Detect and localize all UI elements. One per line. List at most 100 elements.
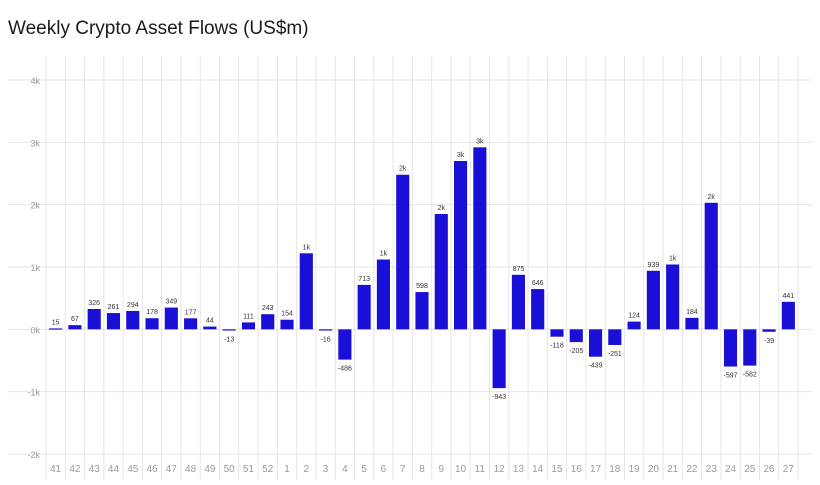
x-tick-label: 49: [204, 464, 216, 475]
x-tick-label: 45: [127, 464, 139, 475]
chart-title: Weekly Crypto Asset Flows (US$m): [8, 18, 309, 39]
x-tick-label: 4: [342, 464, 348, 475]
x-tick-label: 11: [475, 464, 486, 475]
y-tick-label: -2k: [27, 450, 40, 460]
x-tick-label: 9: [439, 464, 445, 475]
x-tick-label: 44: [108, 464, 120, 475]
x-tick-label: 50: [224, 464, 236, 475]
x-tick-label: 41: [50, 464, 62, 475]
data-label: 598: [416, 283, 428, 290]
x-tick-label: 52: [262, 464, 274, 475]
bar: [511, 274, 525, 330]
data-label: 44: [206, 318, 214, 325]
bar: [280, 319, 294, 330]
x-tick-label: 19: [629, 464, 641, 475]
data-label: 184: [686, 309, 698, 316]
data-label: 441: [783, 293, 795, 300]
x-tick-label: 24: [725, 464, 737, 475]
bar: [743, 329, 757, 366]
data-label: -943: [492, 394, 506, 401]
bar: [203, 326, 217, 330]
bar: [357, 284, 371, 330]
data-label: 1k: [380, 251, 388, 258]
x-tick-label: 5: [361, 464, 367, 475]
data-label: 939: [648, 262, 660, 269]
x-tick-label: 17: [590, 464, 602, 475]
data-label: 111: [243, 313, 254, 320]
bar: [222, 329, 236, 331]
data-label: 124: [628, 313, 640, 320]
bar-chart: -2k-1k0k1k2k3k4k154167423264326144294451…: [8, 56, 812, 480]
bar: [646, 270, 660, 330]
data-label: 2k: [438, 205, 446, 212]
data-label: 3k: [476, 138, 484, 145]
data-label: -597: [724, 373, 738, 380]
x-tick-label: 10: [455, 464, 467, 475]
bar: [454, 161, 468, 330]
x-tick-label: 13: [513, 464, 525, 475]
x-tick-label: 15: [551, 464, 563, 475]
data-label: -251: [608, 351, 622, 358]
bar: [685, 317, 699, 330]
bar: [434, 214, 448, 330]
x-tick-label: 48: [185, 464, 197, 475]
bar: [666, 264, 680, 330]
x-tick-label: 27: [783, 464, 795, 475]
data-label: 1k: [669, 256, 677, 263]
data-label: 243: [262, 305, 274, 312]
data-label: 713: [358, 276, 370, 283]
data-label: 3k: [457, 152, 465, 159]
bar: [184, 318, 198, 330]
bar: [781, 301, 795, 330]
data-label: 326: [88, 300, 100, 307]
x-tick-label: 1: [284, 464, 290, 475]
bar: [261, 314, 275, 330]
data-label: 349: [165, 299, 177, 306]
x-tick-label: 3: [323, 464, 329, 475]
y-tick-label: 0k: [30, 325, 40, 335]
bar: [396, 174, 410, 330]
x-tick-label: 6: [381, 464, 387, 475]
x-tick-label: 42: [69, 464, 81, 475]
bar: [87, 309, 101, 330]
x-tick-label: 51: [243, 464, 255, 475]
data-label: 15: [52, 319, 60, 326]
bar: [588, 329, 603, 357]
x-tick-label: 23: [706, 464, 718, 475]
data-label: 261: [108, 304, 120, 311]
data-label: -39: [764, 338, 774, 345]
y-tick-label: 1k: [30, 263, 40, 273]
y-tick-label: 2k: [30, 201, 40, 211]
bar: [49, 328, 63, 330]
bar: [106, 313, 121, 330]
bar: [569, 329, 583, 343]
bar: [473, 147, 487, 330]
x-tick-label: 22: [686, 464, 698, 475]
bar: [68, 325, 82, 330]
data-label: -118: [550, 343, 564, 350]
bar: [241, 322, 256, 330]
data-label: 2k: [708, 194, 716, 201]
data-label: -13: [224, 337, 234, 344]
bar: [319, 329, 333, 331]
data-label: -205: [569, 348, 583, 355]
bar: [126, 311, 140, 330]
bar: [164, 307, 178, 330]
bar: [608, 329, 622, 345]
bar: [550, 329, 564, 337]
x-tick-label: 46: [146, 464, 158, 475]
x-tick-label: 16: [571, 464, 583, 475]
bar: [704, 202, 718, 330]
chart-frame: -2k -1k 0k 1k 2k 3k 4k 15 41 67 42 326 43 261 44 294 45 1…: [8, 56, 812, 480]
bar: [531, 289, 545, 330]
x-tick-label: 21: [667, 464, 679, 475]
data-label: 178: [146, 309, 158, 316]
data-label: 294: [127, 302, 139, 309]
data-label: -582: [743, 372, 757, 379]
bar: [627, 321, 641, 330]
y-tick-label: 3k: [30, 138, 40, 148]
x-tick-label: 18: [609, 464, 621, 475]
y-tick-label: 4k: [30, 76, 40, 86]
bar: [376, 259, 390, 330]
data-label: -16: [321, 337, 331, 344]
